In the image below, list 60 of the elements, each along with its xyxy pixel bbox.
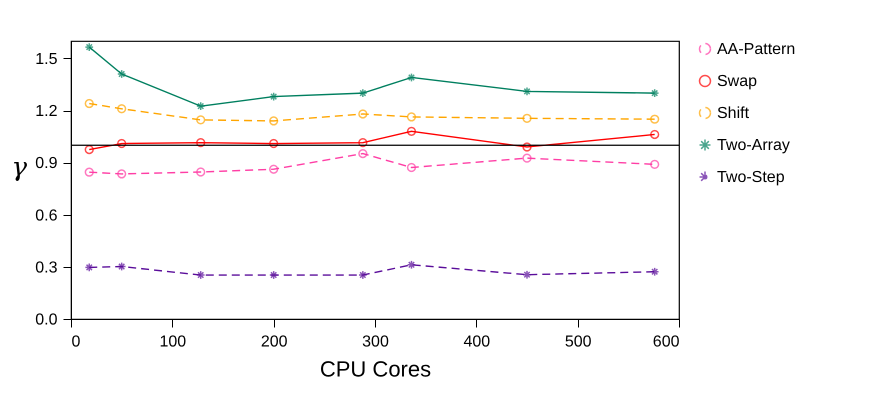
y-tick-label: 0.3 bbox=[35, 259, 58, 276]
point bbox=[358, 109, 368, 119]
point bbox=[358, 88, 368, 98]
point bbox=[406, 72, 416, 82]
point bbox=[196, 102, 206, 111]
x-tick-label: 300 bbox=[362, 334, 389, 350]
y-tick-label: 1.5 bbox=[35, 50, 58, 68]
x-tick-label: 200 bbox=[260, 334, 288, 350]
point bbox=[650, 88, 660, 98]
point bbox=[522, 153, 532, 163]
x-tick-label: 600 bbox=[652, 334, 680, 350]
point bbox=[84, 98, 94, 108]
point bbox=[117, 169, 126, 179]
point bbox=[269, 164, 278, 174]
point bbox=[650, 130, 660, 140]
point bbox=[196, 115, 206, 124]
point bbox=[522, 142, 532, 152]
point bbox=[117, 104, 126, 114]
legend-label: AA-Pattern bbox=[717, 41, 796, 58]
point bbox=[84, 262, 94, 272]
point bbox=[522, 270, 532, 280]
point bbox=[650, 160, 660, 169]
point bbox=[650, 114, 660, 124]
point bbox=[269, 138, 278, 148]
point bbox=[84, 168, 94, 177]
y-tick-label: 1.2 bbox=[35, 103, 58, 120]
x-tick-label: 400 bbox=[463, 334, 490, 350]
point bbox=[522, 86, 532, 96]
x-tick-label: 0 bbox=[72, 334, 80, 350]
point bbox=[406, 112, 416, 122]
point bbox=[269, 116, 278, 126]
point bbox=[117, 262, 126, 272]
point bbox=[84, 42, 94, 52]
point bbox=[269, 92, 278, 102]
x-axis-title: CPU Cores bbox=[320, 356, 432, 382]
point bbox=[196, 270, 206, 280]
legend-label: Swap bbox=[717, 73, 758, 90]
point bbox=[650, 267, 660, 276]
x-tick-label: 500 bbox=[564, 334, 592, 350]
point bbox=[269, 270, 278, 280]
point bbox=[358, 148, 368, 158]
x-tick-label: 100 bbox=[159, 334, 186, 350]
legend-label: Two-Step bbox=[717, 169, 785, 186]
point bbox=[406, 126, 416, 136]
point bbox=[406, 162, 416, 172]
point bbox=[522, 114, 532, 123]
y-axis-title: γ bbox=[11, 152, 28, 182]
legend-label: Two-Array bbox=[717, 137, 790, 154]
point bbox=[117, 138, 126, 148]
y-tick-label: 0.9 bbox=[35, 155, 58, 172]
y-tick-label: 0.6 bbox=[35, 207, 58, 224]
legend-label: Shift bbox=[717, 105, 750, 122]
point bbox=[358, 138, 368, 148]
y-tick-label: 0.0 bbox=[35, 312, 58, 328]
point bbox=[84, 144, 94, 154]
point bbox=[117, 69, 126, 79]
point bbox=[196, 167, 206, 177]
point bbox=[196, 138, 206, 148]
point bbox=[358, 270, 368, 280]
point bbox=[406, 260, 416, 270]
